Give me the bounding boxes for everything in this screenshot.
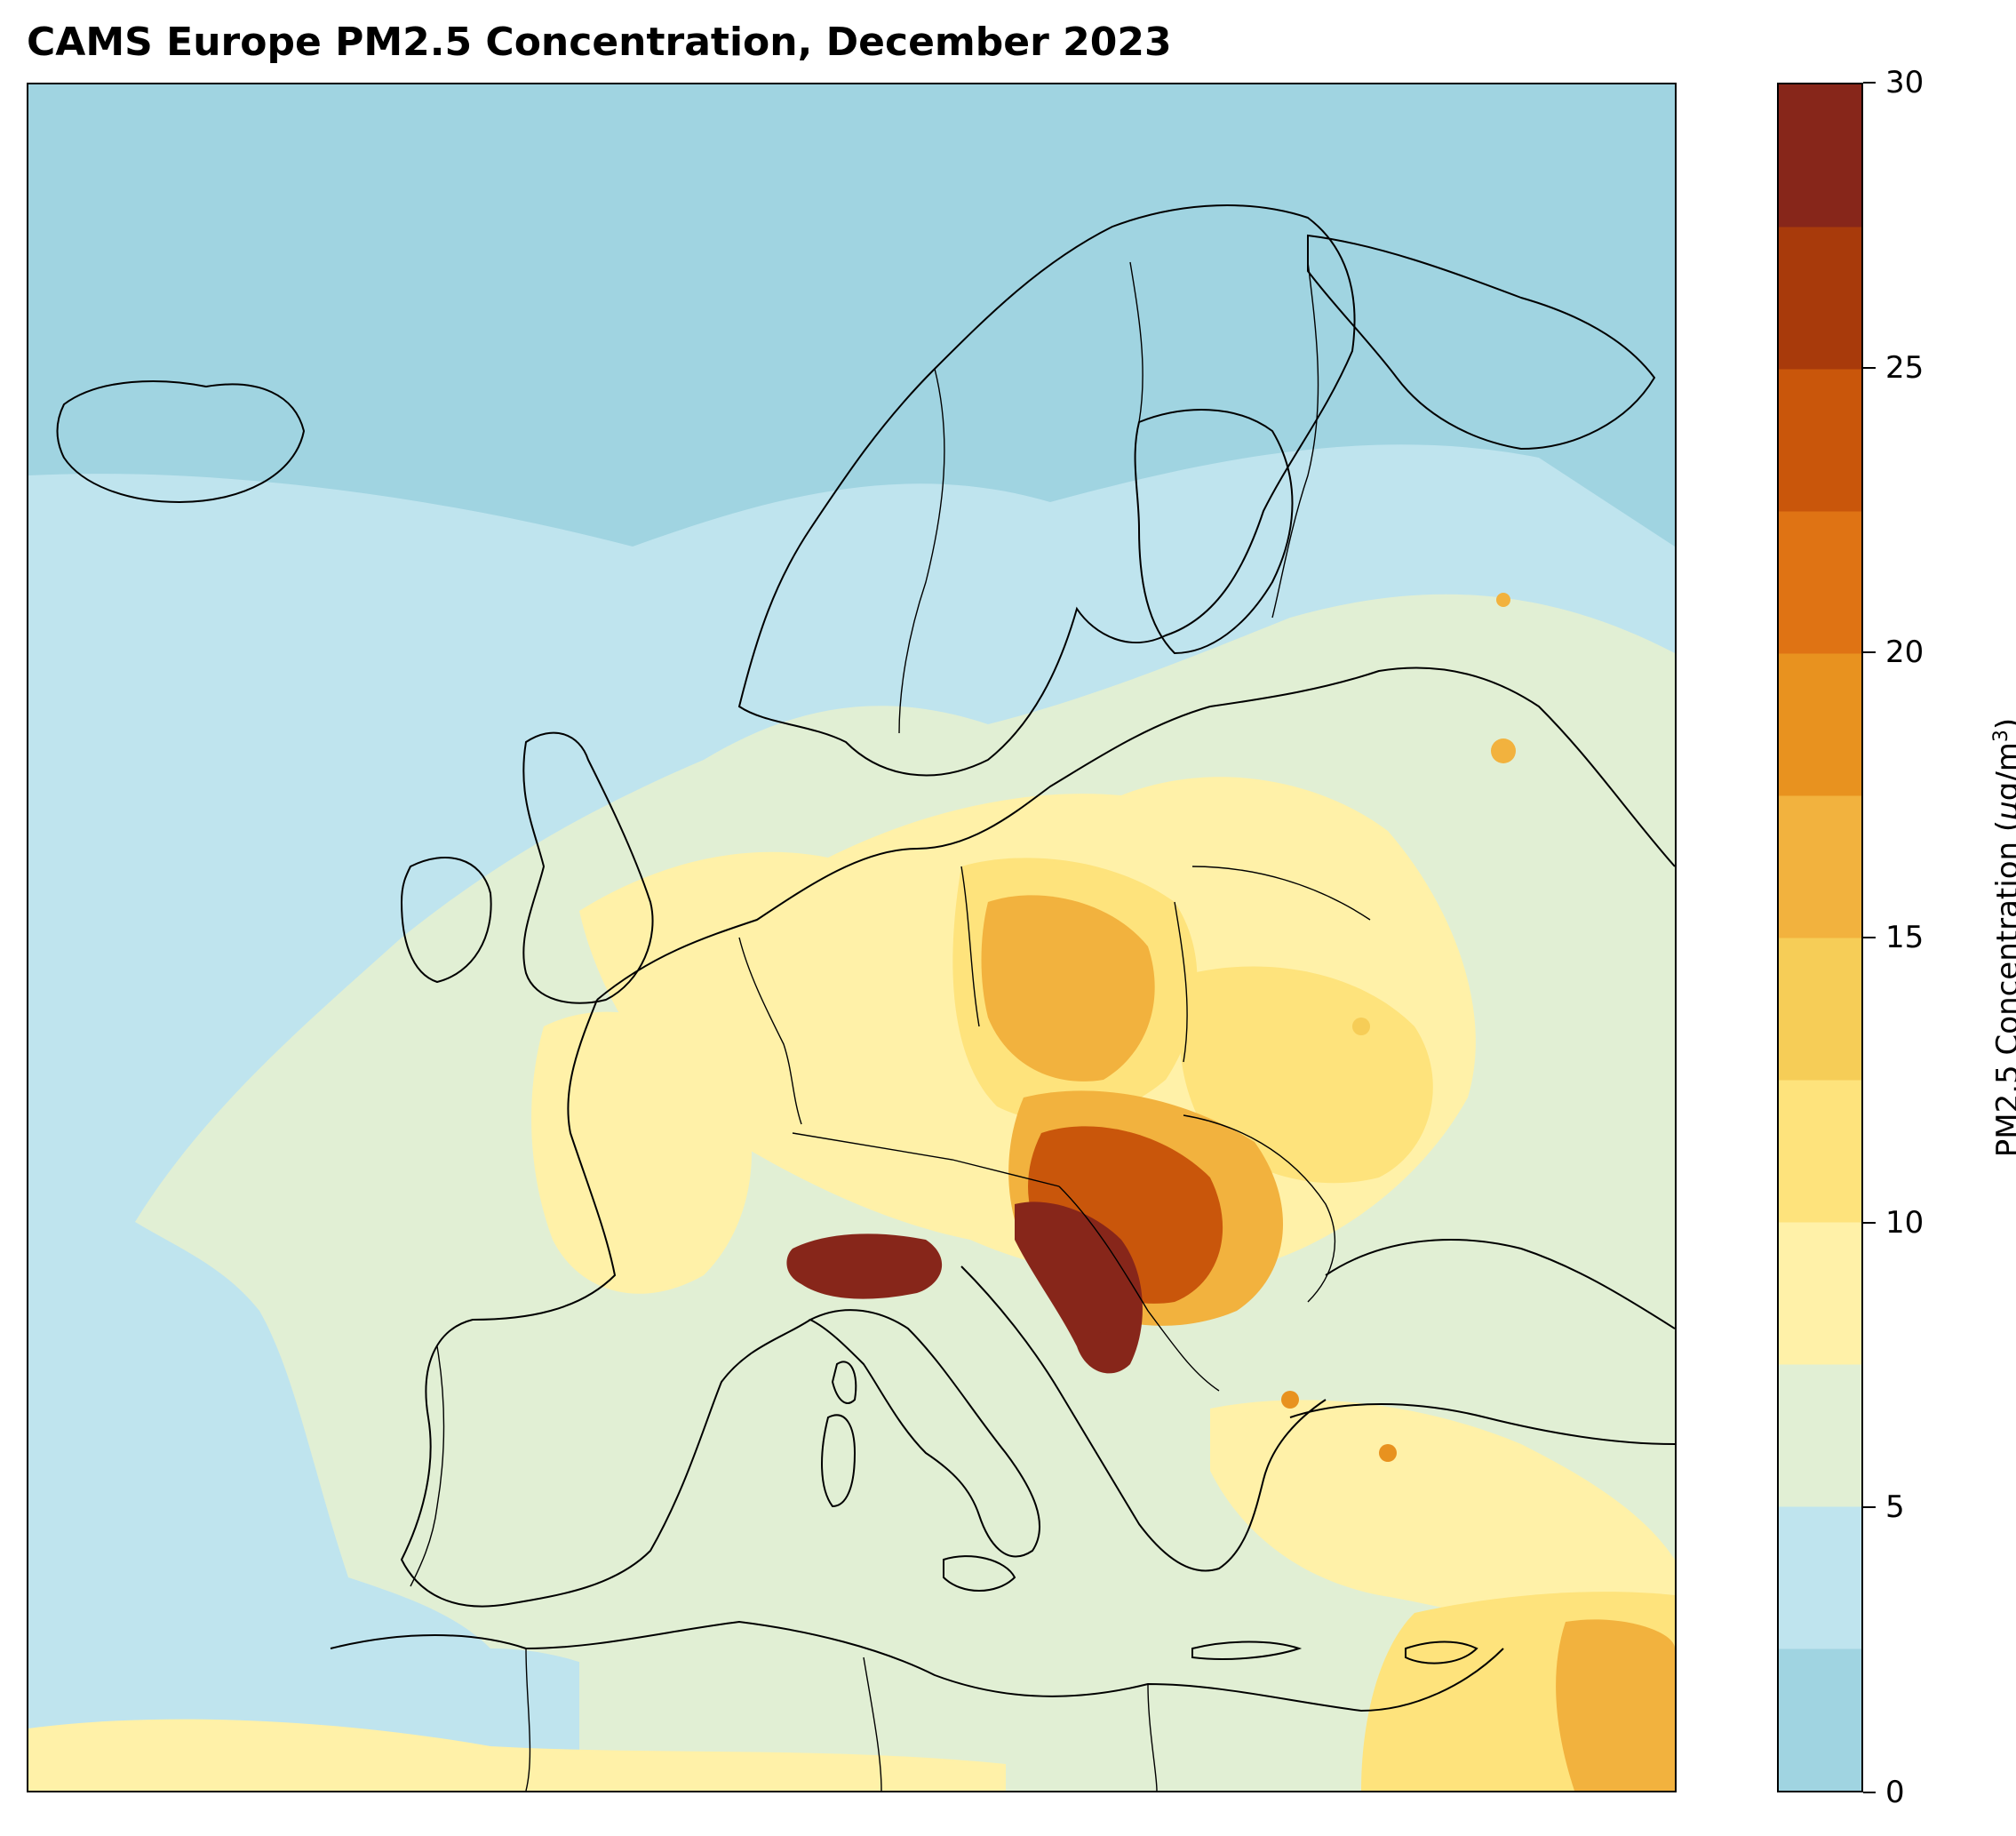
colorbar-swatches [1779,84,1861,1791]
border-balkans [1058,1185,1220,1392]
colorbar-swatch [1779,653,1861,796]
sicily-coast [943,1555,1016,1592]
extreme-field-balkans [1015,1201,1143,1374]
moderate-field-france [531,1011,752,1294]
extreme-field-po-valley [786,1233,943,1299]
britain-coast [522,731,654,1004]
turkey-coast [1289,1403,1675,1445]
hotspot-ankara [1379,1444,1397,1462]
colorbar-tick [1863,651,1876,654]
border-africa-2 [863,1656,882,1791]
border-finland-russia [1271,261,1319,619]
scandinavia-coast [737,204,1356,777]
border-poland-ukraine [1174,901,1188,1063]
hotspot-balkans [1089,1332,1118,1361]
chart-title: CAMS Europe PM2.5 Concentration, Decembe… [27,20,1172,65]
colorbar-tick [1863,82,1876,84]
cyprus-coast [1405,1640,1478,1664]
moderate-field-sahara [28,1719,1006,1791]
colorbar-swatch [1779,1648,1861,1791]
hotspot-istanbul [1281,1391,1299,1409]
hotspot-moscow [1491,738,1516,763]
africa-coast [330,1620,1504,1712]
iceland-coast [56,380,306,504]
colorbar-swatch [1779,1080,1861,1223]
colorbar-tick-label: 20 [1885,635,1924,671]
colorbar-swatch [1779,227,1861,370]
italy-coast [808,1309,1040,1558]
kola-coast [1307,234,1656,451]
colorbar-swatch [1779,938,1861,1081]
crete-coast [1191,1640,1303,1660]
colorbar [1777,83,1863,1792]
border-africa-1 [525,1648,531,1791]
map-panel[interactable] [27,83,1677,1792]
border-spain-portugal [410,1345,445,1587]
balkans-coast [960,1265,1327,1572]
ireland-coast [400,857,492,984]
hotspot-st-petersburg [1496,593,1510,607]
coastlines [56,204,1675,1712]
colorbar-tick-label: 5 [1885,1489,1905,1526]
colorbar-tick [1863,366,1876,369]
colorbar-tick [1863,937,1876,938]
colorbar-tick-label: 30 [1885,65,1924,100]
france-spain-coast [400,999,811,1608]
colorbar-label: PM2.5 Concentration (μg/m3) [1989,718,2016,1158]
colorbar-swatch [1779,511,1861,654]
colorbar-swatch [1779,1506,1861,1649]
border-germany-poland [960,866,980,1027]
colorbar-swatch [1779,84,1861,228]
corsica-coast [831,1361,857,1404]
colorbar-tick-label: 25 [1885,349,1924,386]
border-alps [792,1132,1060,1187]
black-sea-coast [1325,1239,1675,1329]
border-sweden-norway [898,368,945,734]
continent-coast [596,667,1675,1001]
colorbar-swatch [1779,795,1861,938]
colorbar-tick [1863,1221,1876,1224]
concentration-map [28,84,1675,1791]
colorbar-tick-label: 0 [1885,1775,1905,1810]
colorbar-tick-label: 15 [1885,920,1924,955]
colorbar-swatch [1779,1364,1861,1507]
colorbar-tick-label: 10 [1885,1204,1924,1241]
hotspot-kyiv [1352,1018,1370,1035]
border-africa-3 [1147,1683,1158,1791]
border-belarus [1191,866,1371,921]
country-borders [410,261,1371,1791]
colorbar-swatch [1779,1222,1861,1365]
border-sweden-finland [1129,261,1143,423]
border-romania [1183,1114,1336,1303]
elevated-field-ukraine [1180,966,1433,1184]
border-france-germany [738,937,802,1125]
colorbar-tick [1863,1792,1876,1793]
elevated-field-middle-east [1556,1619,1675,1791]
high-field-poland [981,895,1155,1082]
finland-coast [1134,409,1294,655]
sardinia-coast [821,1414,857,1508]
colorbar-swatch [1779,369,1861,512]
colorbar-tick [1863,1506,1876,1509]
